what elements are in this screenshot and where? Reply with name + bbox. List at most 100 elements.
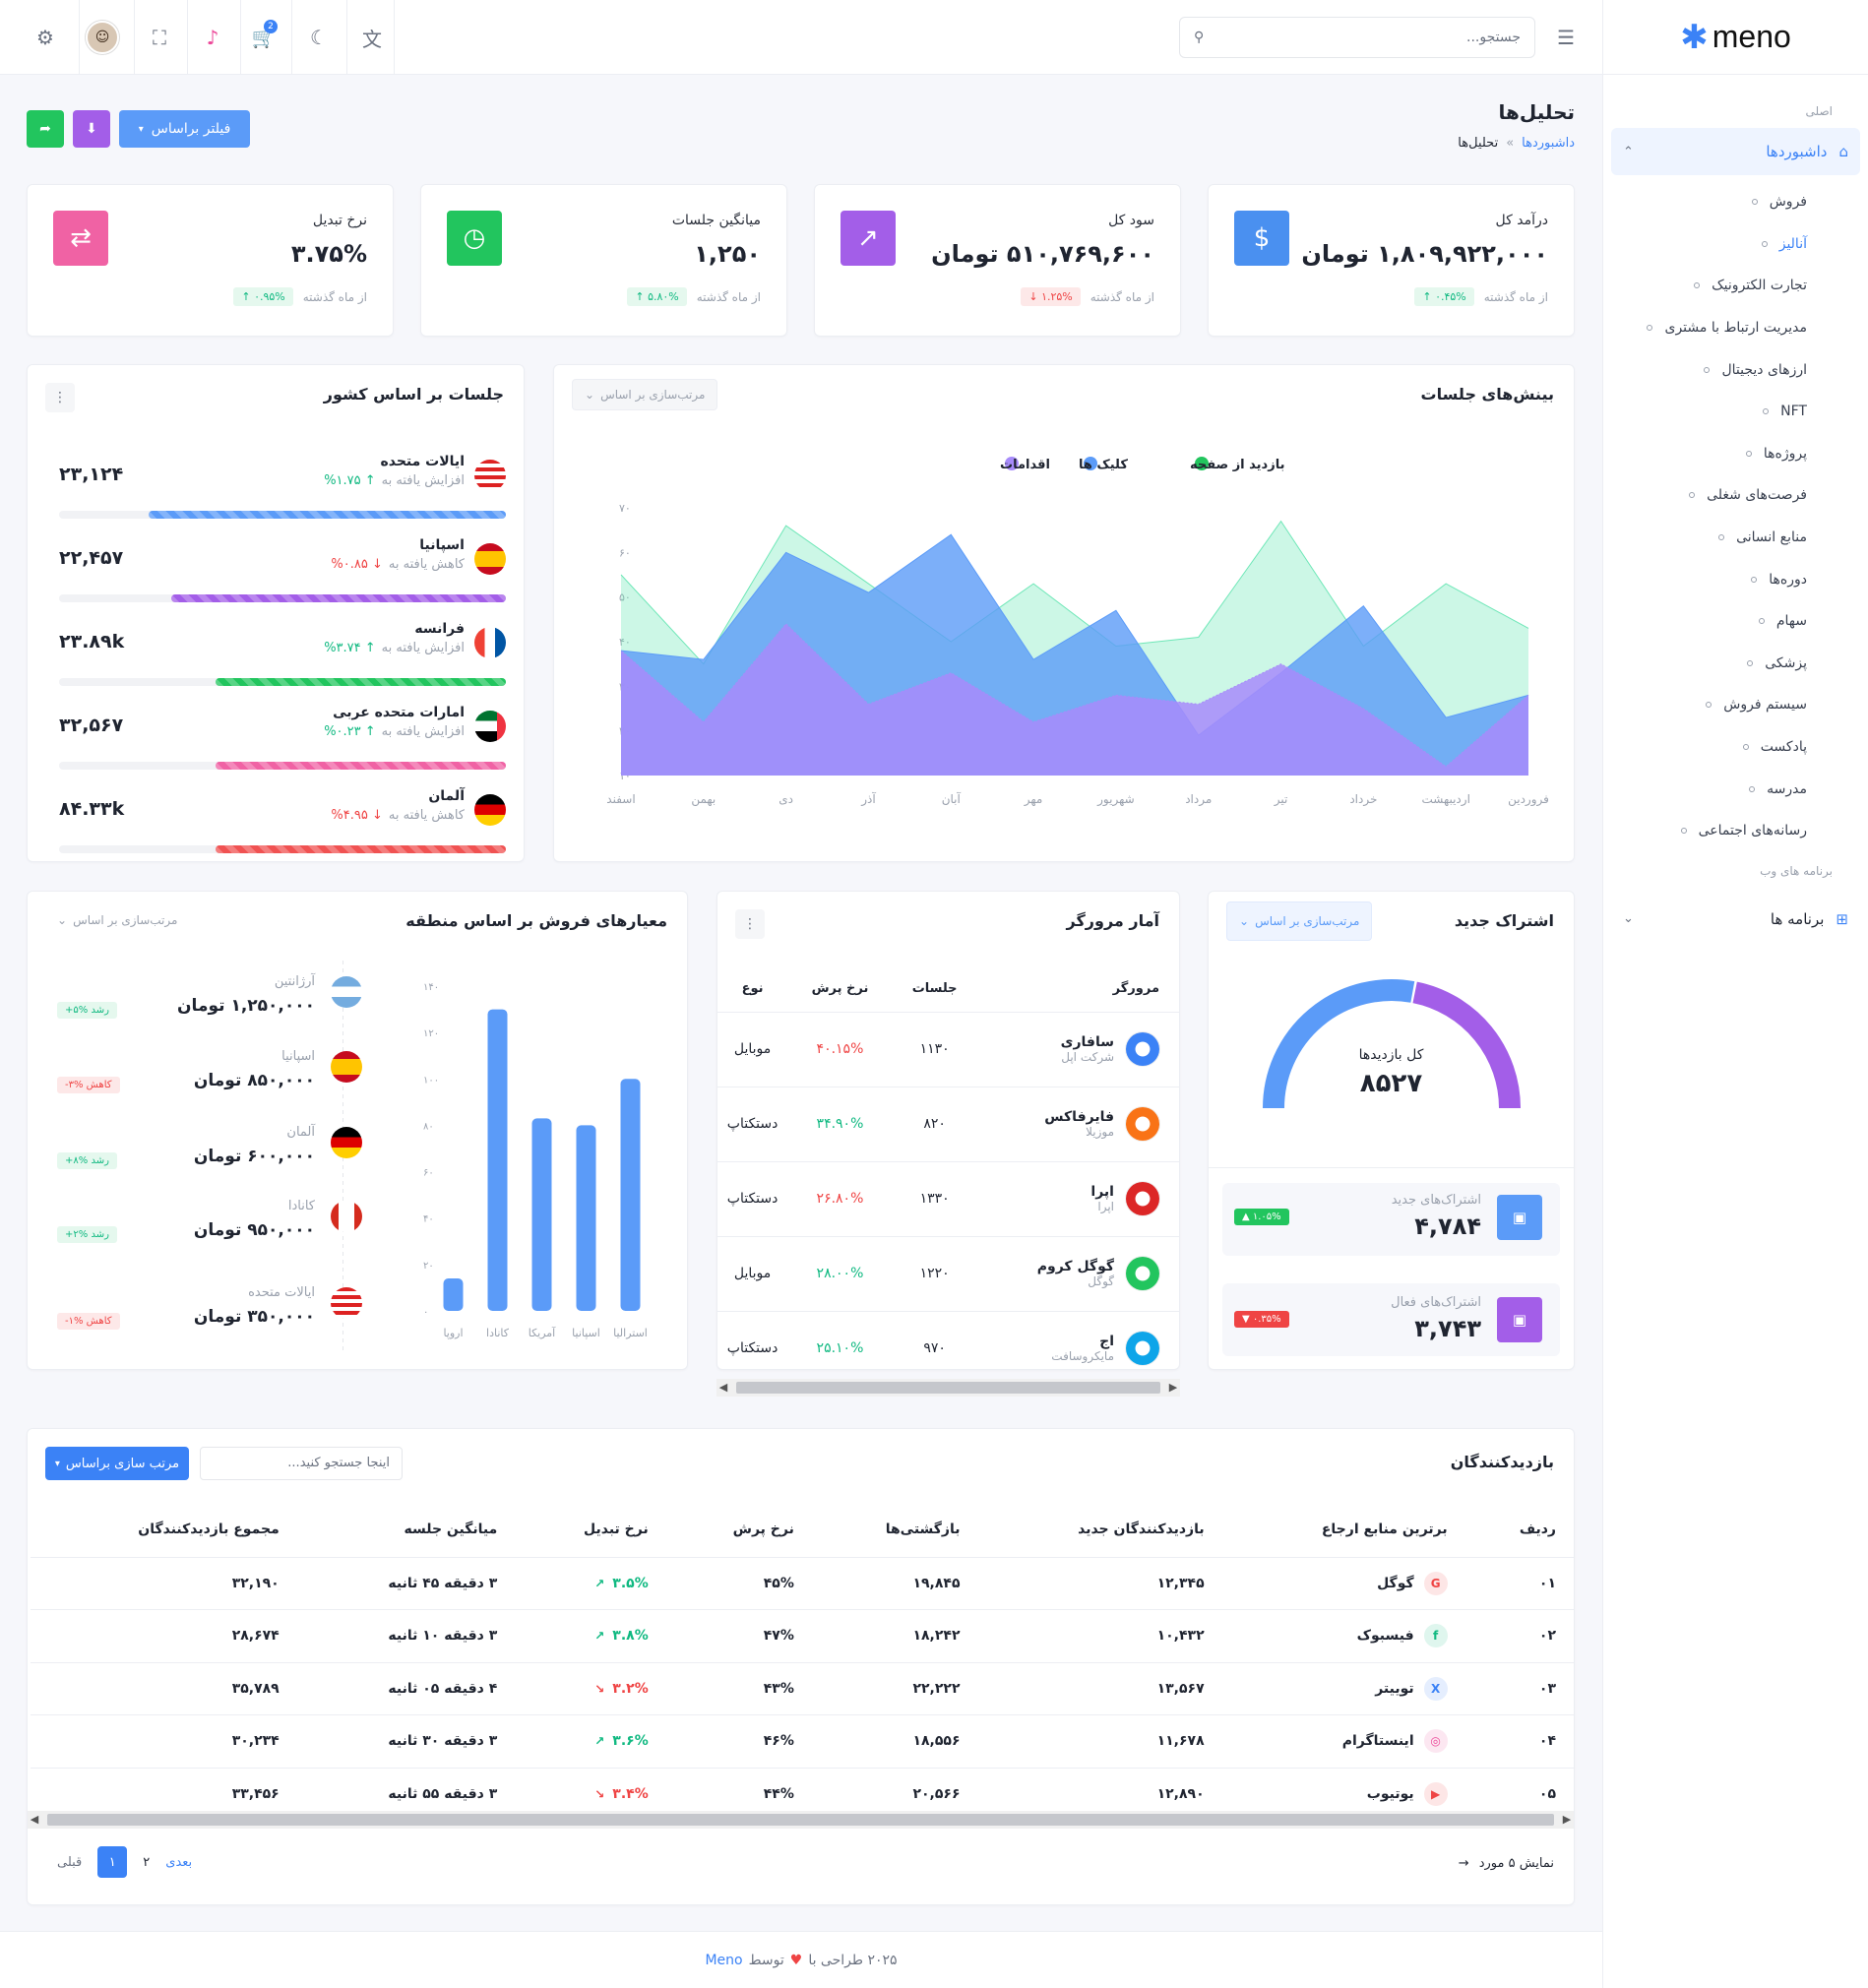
prev-page[interactable]: قبلی [57,1854,83,1870]
sidebar-item[interactable]: تجارت الکترونیک [1603,265,1868,307]
country-name: فرانسه [414,621,465,637]
sort-button[interactable]: مرتب سازی براساس ▾ [45,1447,189,1480]
conversion-cell: ۳.۲% ↘ [515,1661,666,1715]
more-options-button[interactable]: ⋮ [45,383,75,412]
new-subs-value: ۴,۷۸۴ [1414,1212,1481,1240]
exchange-icon: ⇄ [53,211,108,266]
change-badge: ۰.۴۵% ↑ [1414,287,1474,306]
sidebar-item[interactable]: فروش [1603,181,1868,223]
table-row[interactable]: ۰۴ ◎ اینستاگرام ۱۱,۶۷۸ ۱۸,۵۵۶ ۴۶% ۳.۶% ↗ ۳ دقیقه… [31,1714,1574,1768]
browser-company: گوگل [1088,1274,1114,1288]
new-subs-label: اشتراک‌های جدید [1391,1193,1481,1208]
sidebar-item[interactable]: رسانه‌های اجتماعی [1603,810,1868,852]
sidebar-item[interactable]: منابع انسانی [1603,517,1868,559]
sidebar-item[interactable]: ارزهای دیجیتال [1603,348,1868,391]
browser-table-scrollbar[interactable]: ▶ ◀ [716,1379,1180,1397]
progress-track [59,511,506,519]
top-header: ☰ جستجو... ⚲ 文 ☾ 🛒 2 ♪ ⛶ ☺ ⚙ [0,0,1602,75]
legend-label: اقدامات [1000,458,1050,472]
filter-button[interactable]: فیلتر براساس ▾ [119,110,250,148]
bullet-icon [1763,408,1770,415]
table-row[interactable]: ۰۲ f فیسبوک ۱۰,۴۳۲ ۱۸,۲۴۲ ۴۷% ۳.۸% ↗ ۳ دقیقه ۱۰ … [31,1609,1574,1662]
scroll-thumb[interactable] [47,1814,1554,1826]
footer-brand[interactable]: Meno [705,1952,743,1968]
cart-icon[interactable]: 🛒 2 [251,20,278,49]
x-tick-label: اسپانیا [572,1327,600,1339]
next-page[interactable]: بعدی [165,1854,193,1870]
menu-toggle-icon[interactable]: ☰ [1557,26,1575,49]
sort-dropdown[interactable]: مرتب‌سازی بر اساس ⌄ [1226,901,1373,941]
sidebar-item[interactable]: مدیریت ارتباط با مشتری [1603,307,1868,349]
sidebar-item[interactable]: فرصت‌های شغلی [1603,474,1868,517]
table-row[interactable]: ۰۳ X توییتر ۱۳,۵۶۷ ۲۲,۲۲۲ ۴۳% ۳.۲% ↘ ۴ دقیقه ۰۵ … [31,1661,1574,1715]
sessions-chart-card: بینش‌های جلسات مرتب‌سازی بر اساس ⌄ بازدی… [553,364,1575,862]
conversion-rate: ۳.۲% [612,1680,649,1697]
bell-icon[interactable]: ♪ [206,26,219,49]
browser-company: شرکت اپل [1061,1050,1114,1064]
translate-icon[interactable]: 文 [362,27,382,51]
change-badge: ۱.۲۵% ↓ [1021,287,1081,306]
table-row[interactable]: ۰۱ G گوگل ۱۲,۳۴۵ ۱۹,۸۴۵ ۴۵% ۳.۵% ↗ ۳ دقیقه ۴۵ ثا… [31,1556,1574,1610]
share-button[interactable]: ➦ [27,110,64,148]
x-tick-label: استرالیا [613,1327,648,1339]
brand-logo[interactable]: meno ✱ [1603,0,1868,75]
sidebar-item[interactable]: پروژه‌ها [1603,433,1868,475]
browser-row[interactable]: سافاری شرکت اپل ۱۱۳۰ ۴۰.۱۵% موبایل [717,1011,1179,1087]
browser-row[interactable]: گوگل کروم گوگل ۱۲۲۰ ۲۸.۰۰% موبایل [717,1235,1179,1311]
moon-icon[interactable]: ☾ [310,26,328,49]
y-tick-label: ۸۰ [423,1121,434,1132]
x-tick-label: اسفند [606,792,635,806]
y-tick-label: ۶۰ [423,1168,434,1179]
change-pct: ↑ %۰.۲۳ [324,724,376,739]
trend-up-icon: ↗ [594,1629,605,1644]
breadcrumb-parent[interactable]: داشبوردها [1522,136,1575,151]
scroll-left-icon[interactable]: ◀ [718,1381,728,1394]
bullet-icon [1747,659,1754,666]
active-subs-label: اشتراک‌های فعال [1391,1295,1481,1310]
sidebar-group-dashboards[interactable]: ⌂ داشبوردها ⌃ [1611,128,1860,175]
series-line [620,623,1529,768]
scroll-right-icon[interactable]: ▶ [1168,1381,1178,1394]
browser-bounce: ۴۰.۱۵% [788,1011,892,1087]
browser-row[interactable]: اپرا اپرا ۱۳۳۰ ۲۶.۸۰% دستکتاپ [717,1160,1179,1236]
download-button[interactable]: ⬇ [73,110,110,148]
column-header: نرخ تبدیل [583,1521,649,1537]
arrow-right-icon[interactable]: → [1458,1856,1469,1871]
conversion-rate: ۳.۸% [612,1628,649,1645]
stat-change: از ماه گذشته ۰.۴۵% ↑ [1414,287,1548,306]
chrome-icon [1126,1257,1159,1290]
sidebar-item[interactable]: پزشکی [1603,643,1868,685]
page-2[interactable]: ۲ [143,1854,151,1870]
sidebar-item[interactable]: سهام [1603,600,1868,643]
more-options-button[interactable]: ⋮ [735,909,765,939]
browser-row[interactable]: فایرفاکس موزیلا ۸۲۰ ۳۴.۹۰% دستکتاپ [717,1086,1179,1161]
sidebar-item[interactable]: مدرسه [1603,768,1868,810]
y-tick-label: ۴۰ [423,1214,434,1225]
fullscreen-icon[interactable]: ⛶ [153,26,166,49]
sidebar-item[interactable]: دوره‌ها [1603,558,1868,600]
scroll-left-icon[interactable]: ◀ [30,1813,39,1826]
page-1[interactable]: ۱ [97,1846,128,1878]
sidebar-group-apps[interactable]: ⊞ برنامه ها ⌄ [1611,896,1860,943]
visitors-search-input[interactable]: اینجا جستجو کنید... [200,1447,403,1480]
country-row: آلمان کاهش یافته به ↓ %۴.۹۵ ۸۴.۳۳k [59,786,506,865]
sidebar-item[interactable]: آنالیز [1603,223,1868,266]
scroll-thumb[interactable] [736,1382,1160,1394]
returning-visitors: ۲۲,۲۲۲ [811,1661,978,1715]
sidebar-item[interactable]: NFT [1603,391,1868,433]
avatar[interactable]: ☺ [86,21,119,54]
browser-row[interactable]: اج مایکروسافت ۹۷۰ ۲۵.۱۰% دستکتاپ [717,1310,1179,1369]
active-subs-value: ۳,۷۴۳ [1414,1315,1481,1342]
browser-info: سافاری شرکت اپل [977,1032,1179,1066]
sidebar-item[interactable]: سیستم فروش [1603,684,1868,726]
change-text: افزایش یافته به [381,473,465,488]
sort-dropdown[interactable]: مرتب‌سازی بر اساس ⌄ [572,379,718,410]
search-input[interactable]: جستجو... ⚲ [1179,17,1535,58]
sort-dropdown[interactable]: مرتب‌سازی بر اساس ⌄ [57,913,177,927]
change-pct: ↑ %۱.۷۵ [324,473,376,488]
sidebar-item[interactable]: پادکست [1603,726,1868,769]
gear-icon[interactable]: ⚙ [36,26,54,49]
scroll-right-icon[interactable]: ▶ [1562,1813,1572,1826]
horizontal-scrollbar[interactable]: ▶ ◀ [28,1811,1574,1829]
browser-company: موزیلا [1086,1125,1114,1139]
